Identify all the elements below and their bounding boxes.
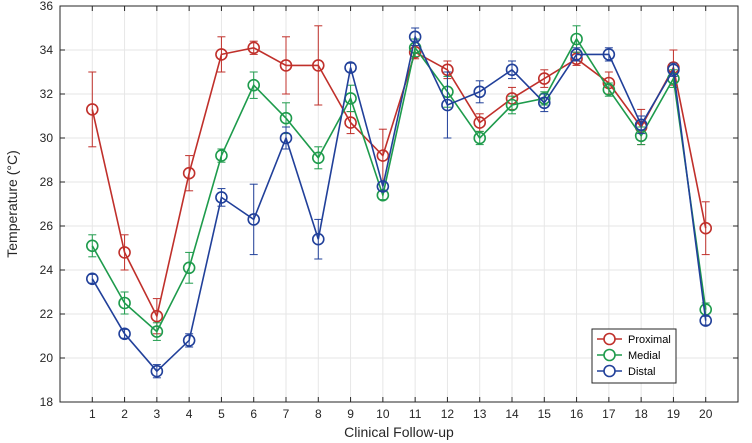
x-tick-label: 8 (315, 407, 322, 421)
data-point (182, 334, 196, 347)
data-point (85, 272, 99, 286)
data-point (311, 59, 325, 72)
legend-label-proximal: Proximal (628, 334, 671, 346)
data-point (505, 98, 519, 112)
x-tick-label: 4 (186, 407, 193, 421)
x-tick-label: 18 (634, 407, 648, 421)
data-point (344, 116, 357, 129)
data-point (473, 131, 487, 145)
data-point (667, 63, 680, 77)
series-layer (85, 25, 713, 379)
legend-marker-distal (603, 364, 616, 378)
data-point (215, 149, 228, 162)
data-point (247, 41, 261, 55)
x-tick-label: 11 (409, 407, 422, 421)
data-point (118, 327, 131, 341)
x-tick-label: 5 (218, 407, 225, 421)
y-tick-label: 32 (40, 87, 54, 101)
data-point (473, 116, 487, 129)
x-tick-label: 13 (473, 407, 487, 421)
data-point (215, 48, 228, 61)
data-point (118, 246, 131, 259)
x-axis-label: Clinical Follow-up (344, 424, 454, 440)
x-tick-label: 14 (505, 407, 519, 421)
data-point (311, 232, 325, 246)
legend: Proximal Medial Distal (591, 328, 677, 384)
data-point (247, 78, 261, 92)
data-point (602, 48, 616, 61)
data-point (537, 96, 551, 110)
series-line (91, 46, 707, 319)
data-point (279, 111, 293, 125)
data-point (376, 180, 390, 193)
x-tick-label: 7 (283, 407, 290, 421)
data-point (408, 30, 422, 44)
data-point (182, 261, 196, 275)
y-tick-label: 28 (40, 175, 54, 189)
y-tick-label: 30 (40, 131, 54, 145)
data-point (602, 83, 616, 96)
x-tick-label: 9 (347, 407, 354, 421)
series-line (91, 37, 707, 333)
y-tick-label: 20 (40, 351, 54, 365)
x-tick-label: 15 (538, 407, 552, 421)
y-tick-label: 26 (40, 219, 54, 233)
y-tick-label: 34 (40, 43, 54, 57)
y-tick-label: 22 (40, 307, 54, 321)
y-tick-label: 18 (40, 395, 54, 409)
data-point (182, 166, 196, 180)
y-tick-label: 36 (40, 0, 54, 13)
x-tick-label: 20 (699, 407, 713, 421)
data-point (85, 103, 99, 116)
data-point (118, 296, 131, 310)
legend-marker-medial (603, 348, 616, 362)
data-point (441, 98, 454, 112)
data-point (150, 309, 164, 323)
data-point (279, 131, 293, 145)
x-tick-label: 19 (667, 407, 681, 421)
data-point (699, 314, 713, 327)
x-tick-label: 2 (121, 407, 128, 421)
data-point (699, 221, 713, 235)
plot-area-frame (59, 5, 739, 403)
x-tick-label: 12 (441, 407, 455, 421)
data-point (570, 32, 583, 46)
y-axis-label: Temperature (°C) (4, 150, 20, 258)
x-tick-label: 6 (250, 407, 257, 421)
axis-ticks: 1 2 3 4 5 6 7 8 9 10 11 12 13 14 15 16 17 18 19 20182022242… (40, 0, 738, 421)
data-point (505, 63, 519, 77)
data-point (150, 364, 164, 378)
x-tick-label: 17 (602, 407, 616, 421)
data-point (634, 118, 648, 132)
data-point (311, 151, 325, 165)
data-point (537, 72, 551, 85)
data-point (247, 213, 261, 226)
data-point (85, 239, 99, 253)
series-distal (85, 27, 713, 379)
data-point (376, 149, 390, 162)
data-point (215, 191, 228, 204)
data-point (150, 325, 164, 338)
data-point (570, 48, 583, 61)
data-point (279, 59, 293, 72)
data-point (344, 61, 357, 74)
x-tick-label: 3 (154, 407, 161, 421)
x-tick-label: 10 (376, 407, 390, 421)
legend-marker-proximal (603, 332, 616, 346)
x-tick-label: 16 (570, 407, 584, 421)
legend-label-medial: Medial (628, 350, 660, 362)
x-tick-label: 1 (89, 407, 96, 421)
data-point (473, 85, 487, 99)
y-tick-label: 24 (40, 263, 54, 277)
legend-label-distal: Distal (628, 366, 656, 378)
